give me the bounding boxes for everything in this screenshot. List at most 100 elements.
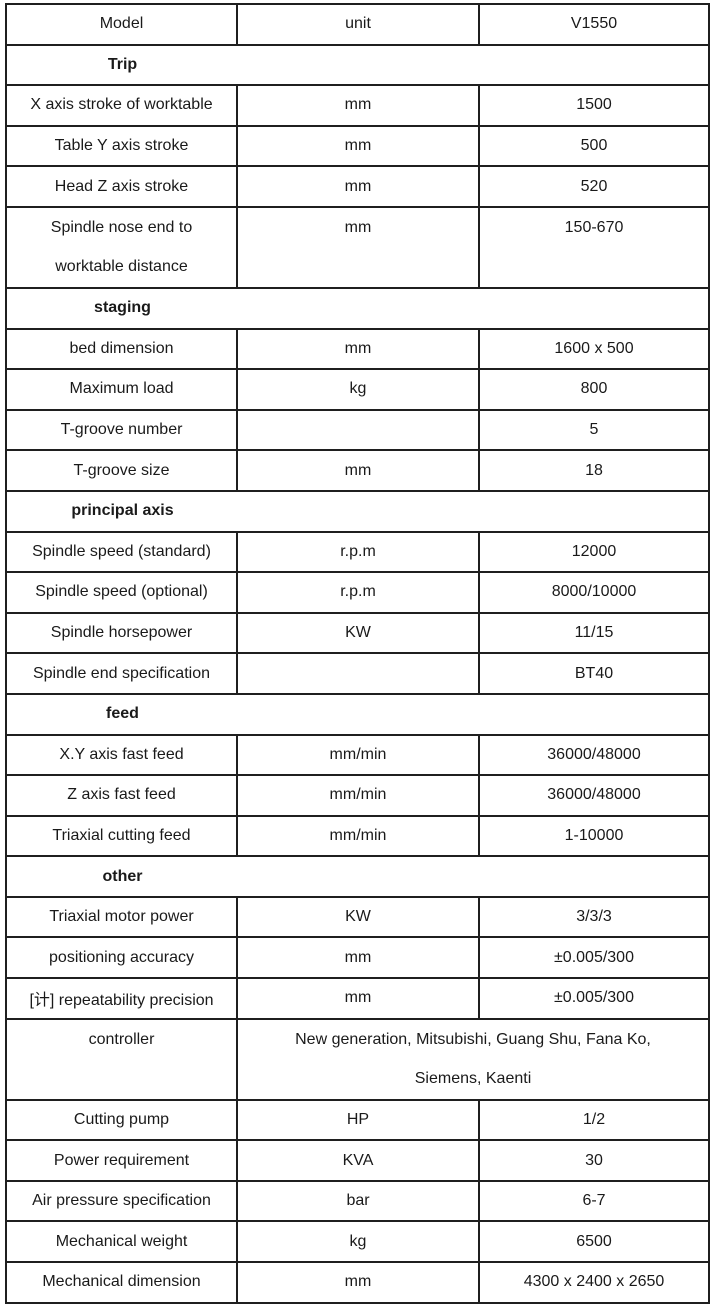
spec-unit-cell: mm bbox=[236, 1261, 480, 1304]
spec-value-cell: 1-10000 bbox=[478, 814, 710, 858]
section-header-cell: other bbox=[5, 855, 710, 898]
label-line-1: Spindle nose end to bbox=[50, 218, 193, 236]
spec-table: Model unit V1550 Trip X axis stroke of w… bbox=[5, 3, 710, 1304]
table-row: Cutting pump HP 1/2 bbox=[5, 1098, 710, 1142]
value-text: 150-670 bbox=[564, 218, 624, 236]
spec-label-cell: Mechanical dimension bbox=[5, 1261, 238, 1304]
spec-label-cell: Power requirement bbox=[5, 1139, 238, 1182]
spec-value-cell: 150-670 bbox=[478, 205, 710, 289]
table-row: Triaxial motor power KW 3/3/3 bbox=[5, 895, 710, 939]
table-row: Mechanical weight kg 6500 bbox=[5, 1220, 710, 1264]
table-row: T-groove size mm 18 bbox=[5, 449, 710, 492]
spec-value-cell: ±0.005/300 bbox=[478, 936, 710, 980]
spec-label-cell: Z axis fast feed bbox=[5, 774, 238, 817]
table-row: bed dimension mm 1600 x 500 bbox=[5, 327, 710, 371]
section-row-staging: staging bbox=[5, 286, 710, 330]
spec-label-cell: T-groove number bbox=[5, 408, 238, 452]
section-row-principal-axis: principal axis bbox=[5, 489, 710, 533]
spec-label-cell: positioning accuracy bbox=[5, 936, 238, 980]
table-row: [计] repeatability precision mm ±0.005/30… bbox=[5, 977, 710, 1020]
spec-label-cell: Air pressure specification bbox=[5, 1179, 238, 1223]
table-row: Mechanical dimension mm 4300 x 2400 x 26… bbox=[5, 1261, 710, 1304]
spec-value-cell: ±0.005/300 bbox=[478, 977, 710, 1020]
spec-unit-cell: mm/min bbox=[236, 774, 480, 817]
spec-unit-cell: r.p.m bbox=[236, 571, 480, 614]
spec-label-cell: Maximum load bbox=[5, 368, 238, 411]
spec-label-cell: Cutting pump bbox=[5, 1098, 238, 1142]
spec-value-cell: 1/2 bbox=[478, 1098, 710, 1142]
spec-unit-cell: mm bbox=[236, 449, 480, 492]
spec-value-cell: 3/3/3 bbox=[478, 895, 710, 939]
spec-unit-cell: mm bbox=[236, 936, 480, 980]
table-row: Air pressure specification bar 6-7 bbox=[5, 1179, 710, 1223]
section-title: staging bbox=[94, 299, 151, 317]
spec-value-cell: 800 bbox=[478, 368, 710, 411]
spec-unit-cell: r.p.m bbox=[236, 530, 480, 574]
table-row: X.Y axis fast feed mm/min 36000/48000 bbox=[5, 733, 710, 777]
spec-label-cell: X axis stroke of worktable bbox=[5, 84, 238, 127]
spec-label-cell: T-groove size bbox=[5, 449, 238, 492]
section-title: other bbox=[102, 867, 143, 885]
spec-value-cell: 1500 bbox=[478, 84, 710, 127]
table-row: Spindle speed (optional) r.p.m 8000/1000… bbox=[5, 571, 710, 614]
section-row-other: other bbox=[5, 855, 710, 898]
spec-label-cell: controller bbox=[5, 1017, 238, 1101]
table-row: Spindle speed (standard) r.p.m 12000 bbox=[5, 530, 710, 574]
section-title: Trip bbox=[107, 55, 138, 73]
table-row: Power requirement KVA 30 bbox=[5, 1139, 710, 1182]
spec-unit-cell: KW bbox=[236, 611, 480, 655]
spec-label-cell: [计] repeatability precision bbox=[5, 977, 238, 1020]
section-header-cell: staging bbox=[5, 286, 710, 330]
table-row: Triaxial cutting feed mm/min 1-10000 bbox=[5, 814, 710, 858]
spec-unit-cell: kg bbox=[236, 368, 480, 411]
section-row-feed: feed bbox=[5, 692, 710, 736]
table-header-row: Model unit V1550 bbox=[5, 3, 710, 46]
spec-unit-cell: mm/min bbox=[236, 733, 480, 777]
controller-value-cell: New generation, Mitsubishi, Guang Shu, F… bbox=[236, 1017, 710, 1101]
section-title: principal axis bbox=[71, 502, 174, 520]
spec-unit-cell: mm bbox=[236, 205, 480, 289]
spec-value-cell: 12000 bbox=[478, 530, 710, 574]
spec-value-cell: 18 bbox=[478, 449, 710, 492]
section-title: feed bbox=[106, 705, 139, 723]
controller-value-line-1: New generation, Mitsubishi, Guang Shu, F… bbox=[295, 1030, 651, 1048]
spec-value-cell: 500 bbox=[478, 124, 710, 168]
spec-value-cell: 11/15 bbox=[478, 611, 710, 655]
spec-label-cell: Triaxial motor power bbox=[5, 895, 238, 939]
spec-value-cell: 1600 x 500 bbox=[478, 327, 710, 371]
section-header-cell: Trip bbox=[5, 43, 710, 87]
spec-unit-cell: mm bbox=[236, 84, 480, 127]
spec-label-cell: Mechanical weight bbox=[5, 1220, 238, 1264]
table-row: Head Z axis stroke mm 520 bbox=[5, 165, 710, 208]
spec-value-cell: 30 bbox=[478, 1139, 710, 1182]
section-header-cell: principal axis bbox=[5, 489, 710, 533]
spec-unit-cell: KVA bbox=[236, 1139, 480, 1182]
spec-value-cell: 8000/10000 bbox=[478, 571, 710, 614]
model-value-header-cell: V1550 bbox=[478, 3, 710, 46]
table-row: Z axis fast feed mm/min 36000/48000 bbox=[5, 774, 710, 817]
unit-header-cell: unit bbox=[236, 3, 480, 46]
spec-unit-cell: mm bbox=[236, 327, 480, 371]
label-line-2: worktable distance bbox=[55, 258, 188, 276]
spec-unit-cell: KW bbox=[236, 895, 480, 939]
table-row: Spindle horsepower KW 11/15 bbox=[5, 611, 710, 655]
spec-label-cell: Spindle horsepower bbox=[5, 611, 238, 655]
spec-unit-cell bbox=[236, 408, 480, 452]
table-row: Table Y axis stroke mm 500 bbox=[5, 124, 710, 168]
spec-unit-cell: kg bbox=[236, 1220, 480, 1264]
section-header-cell: feed bbox=[5, 692, 710, 736]
spec-unit-cell: bar bbox=[236, 1179, 480, 1223]
spec-label-cell: Head Z axis stroke bbox=[5, 165, 238, 208]
spec-value-cell: 6-7 bbox=[478, 1179, 710, 1223]
spec-unit-cell: HP bbox=[236, 1098, 480, 1142]
spec-label-cell: Spindle end specification bbox=[5, 652, 238, 695]
spec-value-cell: BT40 bbox=[478, 652, 710, 695]
spec-unit-cell: mm bbox=[236, 165, 480, 208]
spec-value-cell: 4300 x 2400 x 2650 bbox=[478, 1261, 710, 1304]
table-row: X axis stroke of worktable mm 1500 bbox=[5, 84, 710, 127]
spec-value-cell: 36000/48000 bbox=[478, 733, 710, 777]
label-text: controller bbox=[88, 1030, 155, 1048]
table-row-controller: controller New generation, Mitsubishi, G… bbox=[5, 1017, 710, 1101]
unit-text: mm bbox=[344, 218, 372, 236]
spec-unit-cell: mm bbox=[236, 977, 480, 1020]
